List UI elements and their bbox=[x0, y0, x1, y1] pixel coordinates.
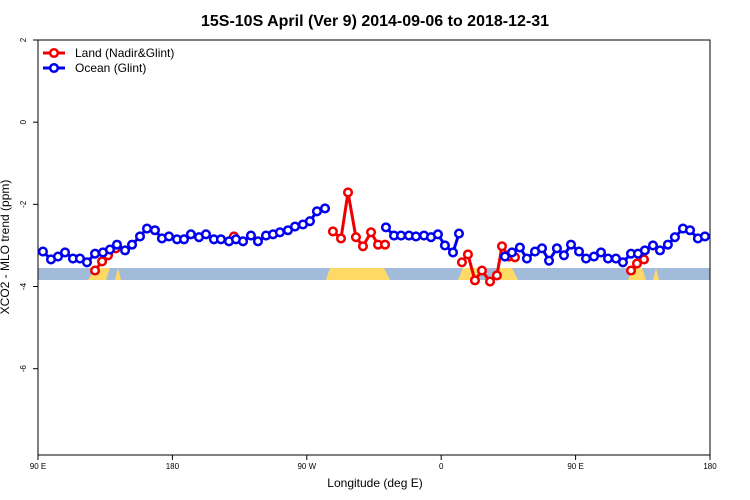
data-point bbox=[453, 228, 465, 239]
data-point bbox=[342, 187, 354, 198]
data-point bbox=[558, 250, 570, 261]
x-tick-label: 180 bbox=[166, 462, 180, 471]
data-point bbox=[245, 230, 256, 241]
data-point bbox=[127, 239, 138, 250]
data-point bbox=[89, 248, 101, 259]
data-point bbox=[134, 231, 146, 242]
data-point bbox=[662, 239, 673, 250]
legend-marker bbox=[48, 47, 60, 59]
data-point bbox=[274, 227, 285, 238]
data-point bbox=[669, 232, 680, 243]
data-point bbox=[565, 239, 577, 250]
data-point bbox=[551, 243, 562, 254]
data-point bbox=[588, 251, 600, 262]
data-point bbox=[476, 265, 488, 276]
data-point bbox=[410, 231, 422, 242]
data-point bbox=[89, 265, 101, 276]
legend-marker bbox=[48, 62, 60, 74]
data-point bbox=[163, 231, 175, 242]
data-point bbox=[304, 216, 315, 227]
data-point bbox=[380, 222, 391, 233]
data-point bbox=[311, 206, 323, 217]
data-point bbox=[365, 227, 377, 238]
data-point bbox=[638, 254, 650, 265]
data-point bbox=[499, 251, 511, 262]
data-point bbox=[602, 253, 614, 264]
data-point bbox=[289, 221, 301, 232]
x-tick-label: 180 bbox=[703, 462, 717, 471]
surface-band bbox=[38, 268, 710, 280]
y-tick-label: -6 bbox=[19, 365, 28, 373]
data-point bbox=[699, 231, 710, 242]
x-tick-label: 90 E bbox=[567, 462, 583, 471]
data-point bbox=[684, 225, 696, 236]
data-point bbox=[200, 229, 212, 240]
data-point bbox=[543, 255, 555, 266]
x-tick-label: 90 W bbox=[297, 462, 316, 471]
data-point bbox=[536, 243, 548, 254]
data-point bbox=[447, 247, 459, 258]
data-point bbox=[149, 225, 160, 236]
data-point bbox=[581, 253, 592, 264]
data-point bbox=[380, 239, 391, 250]
data-point bbox=[104, 244, 116, 255]
plot-frame bbox=[37, 39, 711, 456]
data-point bbox=[617, 257, 628, 268]
data-point bbox=[327, 226, 338, 237]
data-point bbox=[496, 241, 508, 252]
data-point bbox=[350, 232, 361, 243]
land-band bbox=[88, 268, 110, 280]
x-axis-label: Longitude (deg E) bbox=[327, 476, 422, 490]
land-band bbox=[653, 268, 659, 280]
data-point bbox=[335, 233, 347, 244]
data-point bbox=[514, 242, 525, 253]
data-point bbox=[81, 257, 93, 268]
data-point bbox=[141, 223, 153, 234]
data-point bbox=[456, 257, 468, 268]
data-point bbox=[647, 240, 659, 251]
legend-label: Ocean (Glint) bbox=[75, 61, 146, 75]
data-point bbox=[319, 203, 331, 214]
chart-title: 15S-10S April (Ver 9) 2014-09-06 to 2018… bbox=[201, 13, 549, 30]
y-axis-label: XCO2 - MLO trend (ppm) bbox=[0, 180, 12, 315]
y-tick-label: 0 bbox=[19, 119, 28, 124]
data-point bbox=[97, 256, 108, 267]
y-tick-label: -4 bbox=[19, 282, 28, 290]
y-tick-label: -2 bbox=[19, 200, 28, 208]
data-point bbox=[573, 246, 585, 257]
land-band bbox=[115, 268, 121, 280]
data-point bbox=[654, 245, 666, 256]
data-point bbox=[469, 275, 480, 286]
data-point bbox=[631, 258, 643, 269]
x-tick-label: 0 bbox=[439, 462, 444, 471]
data-point bbox=[432, 229, 443, 240]
data-point bbox=[521, 253, 532, 264]
data-point bbox=[639, 245, 650, 256]
data-point bbox=[237, 236, 249, 247]
data-point bbox=[252, 236, 264, 247]
data-point bbox=[439, 240, 450, 251]
data-point bbox=[111, 239, 123, 250]
data-point bbox=[491, 270, 502, 281]
data-point bbox=[120, 245, 131, 256]
data-point bbox=[484, 276, 496, 287]
data-point bbox=[357, 241, 368, 252]
data-point bbox=[178, 234, 190, 245]
land-band bbox=[326, 268, 390, 280]
y-tick-label: 2 bbox=[19, 37, 28, 42]
data-point bbox=[185, 229, 196, 240]
legend-label: Land (Nadir&Glint) bbox=[75, 46, 174, 60]
data-point bbox=[625, 265, 637, 276]
data-point bbox=[595, 247, 607, 258]
data-point bbox=[52, 251, 64, 262]
data-point bbox=[506, 247, 518, 258]
data-point bbox=[37, 246, 48, 257]
data-point bbox=[215, 234, 226, 245]
data-point bbox=[395, 230, 407, 241]
data-point bbox=[59, 247, 71, 258]
data-point bbox=[462, 249, 473, 260]
x-tick-label: 90 E bbox=[30, 462, 46, 471]
